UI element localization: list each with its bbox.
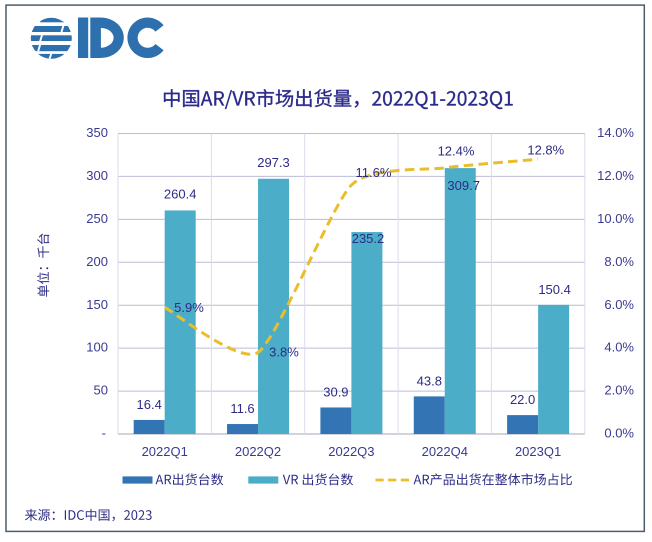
svg-text:2022Q2: 2022Q2 <box>235 444 281 459</box>
svg-text:12.0%: 12.0% <box>597 168 634 183</box>
svg-text:250: 250 <box>86 211 108 226</box>
svg-text:43.8: 43.8 <box>417 374 442 389</box>
svg-text:235.2: 235.2 <box>352 231 385 246</box>
svg-text:2022Q3: 2022Q3 <box>328 444 374 459</box>
svg-text:11.6: 11.6 <box>230 401 254 416</box>
svg-text:12.8%: 12.8% <box>527 143 564 158</box>
svg-text:-: - <box>102 426 106 441</box>
svg-text:100: 100 <box>86 340 108 355</box>
svg-text:50: 50 <box>94 383 108 398</box>
svg-text:11.6%: 11.6% <box>356 165 392 180</box>
svg-text:150: 150 <box>86 297 108 312</box>
svg-text:0.0%: 0.0% <box>604 426 634 441</box>
svg-text:22.0: 22.0 <box>510 392 535 407</box>
svg-text:309.7: 309.7 <box>447 178 480 193</box>
svg-text:16.4: 16.4 <box>137 397 162 412</box>
svg-text:2.0%: 2.0% <box>604 383 634 398</box>
svg-text:4.0%: 4.0% <box>604 340 634 355</box>
svg-text:10.0%: 10.0% <box>597 211 634 226</box>
svg-text:2022Q1: 2022Q1 <box>142 444 188 459</box>
svg-text:350: 350 <box>86 125 108 140</box>
svg-text:297.3: 297.3 <box>257 155 290 170</box>
svg-text:2022Q4: 2022Q4 <box>422 444 468 459</box>
svg-text:8.0%: 8.0% <box>604 254 634 269</box>
svg-text:14.0%: 14.0% <box>597 125 634 140</box>
svg-text:3.8%: 3.8% <box>269 344 299 359</box>
svg-text:5.9%: 5.9% <box>174 300 204 315</box>
svg-text:6.0%: 6.0% <box>604 297 634 312</box>
svg-text:2023Q1: 2023Q1 <box>515 444 561 459</box>
svg-text:200: 200 <box>86 254 108 269</box>
svg-text:30.9: 30.9 <box>323 385 348 400</box>
svg-text:260.4: 260.4 <box>164 187 197 202</box>
svg-text:300: 300 <box>86 168 108 183</box>
svg-text:150.4: 150.4 <box>538 282 571 297</box>
svg-text:12.4%: 12.4% <box>438 143 475 158</box>
